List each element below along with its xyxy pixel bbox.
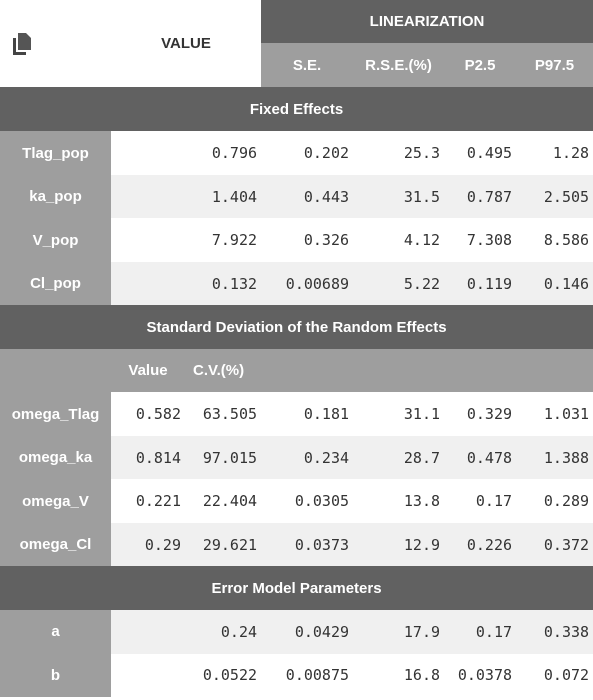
param-p2-5: 0.787 (444, 175, 517, 218)
section-header-row: Error Model Parameters (0, 566, 593, 610)
param-se: 0.181 (261, 392, 354, 436)
param-p97-5: 2.505 (516, 175, 593, 218)
table-row: omega_V 0.221 22.404 0.0305 13.8 0.17 0.… (0, 479, 593, 523)
param-p97-5: 0.338 (516, 610, 593, 654)
subheader-fill (261, 349, 593, 392)
param-p2-5: 0.17 (444, 479, 517, 523)
param-se: 0.443 (261, 175, 354, 218)
param-rse: 25.3 (353, 131, 445, 175)
param-p2-5: 0.119 (444, 262, 517, 305)
param-rse: 31.5 (353, 175, 445, 218)
linearization-header: LINEARIZATION (261, 0, 593, 43)
param-rse: 16.8 (353, 653, 445, 697)
table-row: b 0.0522 0.00875 16.8 0.0378 0.072 (0, 653, 593, 697)
param-value: 0.796 (111, 131, 262, 175)
section-header-row: Standard Deviation of the Random Effects (0, 305, 593, 349)
param-cv: 29.621 (185, 523, 262, 566)
param-value: 0.24 (111, 610, 262, 654)
param-p97-5: 8.586 (516, 218, 593, 262)
param-p97-5: 1.28 (516, 131, 593, 175)
param-name: ka_pop (0, 175, 111, 218)
param-p2-5: 0.226 (444, 523, 517, 566)
param-se: 0.326 (261, 218, 354, 262)
param-name: omega_V (0, 479, 111, 523)
param-p2-5: 0.495 (444, 131, 517, 175)
param-name: omega_ka (0, 436, 111, 479)
param-rse: 12.9 (353, 523, 445, 566)
rse-column-header: R.S.E.(%) (353, 43, 445, 87)
param-rse: 17.9 (353, 610, 445, 654)
param-name: b (0, 653, 111, 697)
param-se: 0.00875 (261, 653, 354, 697)
param-rse: 4.12 (353, 218, 445, 262)
param-rse: 13.8 (353, 479, 445, 523)
param-p97-5: 0.289 (516, 479, 593, 523)
table-row: a 0.24 0.0429 17.9 0.17 0.338 (0, 610, 593, 654)
param-value: 0.221 (111, 479, 185, 523)
table-row: Cl_pop 0.132 0.00689 5.22 0.119 0.146 (0, 262, 593, 305)
table-row: omega_ka 0.814 97.015 0.234 28.7 0.478 1… (0, 436, 593, 479)
param-se: 0.0429 (261, 610, 354, 654)
header-row-1: VALUE LINEARIZATION (0, 0, 593, 87)
param-se: 0.0305 (261, 479, 354, 523)
param-value: 0.814 (111, 436, 185, 479)
param-p2-5: 7.308 (444, 218, 517, 262)
se-column-header: S.E. (261, 43, 354, 87)
param-rse: 28.7 (353, 436, 445, 479)
param-value: 0.0522 (111, 653, 262, 697)
section-header-row: Fixed Effects (0, 87, 593, 131)
param-value: 0.582 (111, 392, 185, 436)
cv-subheader: C.V.(%) (185, 349, 262, 392)
param-se: 0.202 (261, 131, 354, 175)
param-rse: 31.1 (353, 392, 445, 436)
param-value: 1.404 (111, 175, 262, 218)
value-header: VALUE (111, 0, 262, 87)
param-name: Cl_pop (0, 262, 111, 305)
table-row: omega_Tlag 0.582 63.505 0.181 31.1 0.329… (0, 392, 593, 436)
param-p97-5: 1.388 (516, 436, 593, 479)
param-cv: 63.505 (185, 392, 262, 436)
error-model-section-title: Error Model Parameters (0, 566, 593, 610)
random-effects-section-title: Standard Deviation of the Random Effects (0, 305, 593, 349)
param-name: V_pop (0, 218, 111, 262)
param-p2-5: 0.478 (444, 436, 517, 479)
p97-5-column-header: P97.5 (516, 43, 593, 87)
param-cv: 97.015 (185, 436, 262, 479)
table-row: Tlag_pop 0.796 0.202 25.3 0.495 1.28 (0, 131, 593, 175)
param-p97-5: 0.146 (516, 262, 593, 305)
param-p2-5: 0.329 (444, 392, 517, 436)
subheader-spacer (0, 349, 111, 392)
param-p2-5: 0.17 (444, 610, 517, 654)
param-se: 0.00689 (261, 262, 354, 305)
param-value: 0.29 (111, 523, 185, 566)
param-p97-5: 1.031 (516, 392, 593, 436)
p2-5-column-header: P2.5 (444, 43, 517, 87)
table-row: V_pop 7.922 0.326 4.12 7.308 8.586 (0, 218, 593, 262)
random-effects-subheader-row: Value C.V.(%) (0, 349, 593, 392)
param-p97-5: 0.372 (516, 523, 593, 566)
value-subheader: Value (111, 349, 185, 392)
param-cv: 22.404 (185, 479, 262, 523)
param-se: 0.234 (261, 436, 354, 479)
param-name: Tlag_pop (0, 131, 111, 175)
param-value: 0.132 (111, 262, 262, 305)
param-rse: 5.22 (353, 262, 445, 305)
header-row-2: S.E. R.S.E.(%) P2.5 P97.5 (0, 43, 593, 87)
param-value: 7.922 (111, 218, 262, 262)
table-row: omega_Cl 0.29 29.621 0.0373 12.9 0.226 0… (0, 523, 593, 566)
param-name: a (0, 610, 111, 654)
copy-icon[interactable] (11, 32, 33, 56)
table-row: ka_pop 1.404 0.443 31.5 0.787 2.505 (0, 175, 593, 218)
param-name: omega_Cl (0, 523, 111, 566)
param-name: omega_Tlag (0, 392, 111, 436)
copy-cell (0, 0, 111, 87)
param-p97-5: 0.072 (516, 653, 593, 697)
param-p2-5: 0.0378 (444, 653, 517, 697)
fixed-effects-section-title: Fixed Effects (0, 87, 593, 131)
param-se: 0.0373 (261, 523, 354, 566)
